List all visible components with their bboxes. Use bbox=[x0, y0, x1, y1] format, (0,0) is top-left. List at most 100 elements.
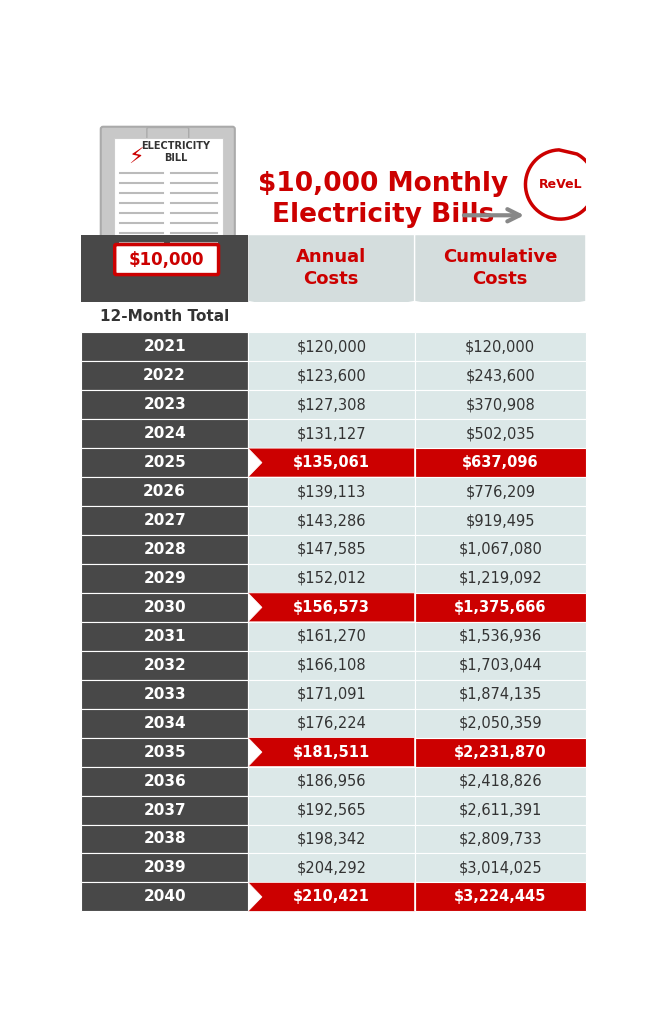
Text: 2022: 2022 bbox=[143, 369, 186, 383]
Text: 2028: 2028 bbox=[143, 542, 186, 557]
FancyBboxPatch shape bbox=[147, 128, 189, 144]
Polygon shape bbox=[415, 234, 586, 316]
Text: $120,000: $120,000 bbox=[296, 339, 367, 354]
Bar bbox=[81, 390, 248, 419]
Bar bbox=[415, 883, 586, 911]
Text: $123,600: $123,600 bbox=[296, 369, 366, 383]
Bar bbox=[248, 796, 415, 824]
Text: $198,342: $198,342 bbox=[297, 831, 366, 847]
Text: $3,014,025: $3,014,025 bbox=[458, 860, 542, 876]
FancyBboxPatch shape bbox=[115, 245, 219, 274]
Bar bbox=[248, 535, 415, 564]
Bar bbox=[81, 419, 248, 449]
Bar bbox=[81, 767, 248, 796]
Bar bbox=[81, 680, 248, 709]
Text: $2,418,826: $2,418,826 bbox=[458, 773, 542, 788]
Bar bbox=[81, 709, 248, 737]
Text: $243,600: $243,600 bbox=[465, 369, 535, 383]
Bar bbox=[81, 796, 248, 824]
Text: $370,908: $370,908 bbox=[465, 397, 535, 413]
Text: 2029: 2029 bbox=[143, 571, 186, 586]
Text: $120,000: $120,000 bbox=[465, 339, 535, 354]
Text: $210,421: $210,421 bbox=[293, 890, 370, 904]
Text: Cumulative
Costs: Cumulative Costs bbox=[443, 248, 557, 288]
Text: $2,611,391: $2,611,391 bbox=[458, 803, 542, 817]
Text: $181,511: $181,511 bbox=[293, 744, 370, 760]
Text: 2036: 2036 bbox=[143, 773, 186, 788]
Text: $1,536,936: $1,536,936 bbox=[459, 629, 542, 644]
Text: $131,127: $131,127 bbox=[296, 426, 366, 441]
Bar bbox=[415, 361, 586, 390]
Bar bbox=[81, 234, 248, 301]
Text: 2033: 2033 bbox=[143, 687, 186, 701]
Text: 2035: 2035 bbox=[143, 744, 186, 760]
Text: 2030: 2030 bbox=[143, 600, 186, 614]
Text: $156,573: $156,573 bbox=[293, 600, 370, 614]
Text: 2032: 2032 bbox=[143, 657, 186, 673]
Bar bbox=[81, 477, 248, 506]
Bar bbox=[415, 390, 586, 419]
Bar bbox=[415, 535, 586, 564]
Text: $171,091: $171,091 bbox=[296, 687, 366, 701]
Bar bbox=[81, 361, 248, 390]
Text: ⚡: ⚡ bbox=[128, 147, 143, 168]
Text: $3,224,445: $3,224,445 bbox=[454, 890, 546, 904]
Text: $127,308: $127,308 bbox=[296, 397, 366, 413]
Text: 2023: 2023 bbox=[143, 397, 186, 413]
Bar bbox=[248, 622, 415, 651]
Bar bbox=[415, 796, 586, 824]
Text: 2038: 2038 bbox=[143, 831, 186, 847]
Text: 12-Month Total: 12-Month Total bbox=[100, 309, 229, 325]
Text: $152,012: $152,012 bbox=[296, 571, 367, 586]
Bar bbox=[81, 737, 248, 767]
Bar bbox=[248, 419, 415, 449]
Bar bbox=[81, 853, 248, 883]
Bar bbox=[415, 593, 586, 622]
Bar bbox=[415, 680, 586, 709]
Bar bbox=[248, 651, 415, 680]
Bar bbox=[415, 709, 586, 737]
Bar bbox=[248, 824, 415, 853]
Text: ELECTRICITY
BILL: ELECTRICITY BILL bbox=[141, 141, 210, 163]
Bar bbox=[81, 564, 248, 593]
Bar bbox=[415, 622, 586, 651]
Bar bbox=[415, 767, 586, 796]
Polygon shape bbox=[248, 737, 415, 767]
Text: $176,224: $176,224 bbox=[296, 716, 367, 731]
Text: $776,209: $776,209 bbox=[465, 484, 535, 499]
Bar bbox=[248, 333, 415, 361]
Text: 2039: 2039 bbox=[143, 860, 186, 876]
Bar bbox=[81, 535, 248, 564]
Bar bbox=[415, 853, 586, 883]
Text: $637,096: $637,096 bbox=[462, 455, 538, 470]
Bar bbox=[248, 506, 415, 535]
Text: $919,495: $919,495 bbox=[465, 513, 535, 528]
Bar bbox=[248, 361, 415, 390]
Polygon shape bbox=[248, 234, 415, 316]
Text: $186,956: $186,956 bbox=[297, 773, 366, 788]
Bar bbox=[248, 767, 415, 796]
Bar bbox=[81, 651, 248, 680]
Text: 2040: 2040 bbox=[143, 890, 186, 904]
Text: 2027: 2027 bbox=[143, 513, 186, 528]
Bar bbox=[415, 419, 586, 449]
Text: $2,809,733: $2,809,733 bbox=[458, 831, 542, 847]
Text: 2031: 2031 bbox=[143, 629, 186, 644]
Bar bbox=[415, 824, 586, 853]
Text: $2,050,359: $2,050,359 bbox=[458, 716, 542, 731]
Text: $1,219,092: $1,219,092 bbox=[458, 571, 542, 586]
Text: 2034: 2034 bbox=[143, 716, 186, 731]
Text: $135,061: $135,061 bbox=[293, 455, 370, 470]
Text: $1,375,666: $1,375,666 bbox=[454, 600, 546, 614]
Bar bbox=[81, 301, 586, 333]
Bar bbox=[248, 564, 415, 593]
Bar bbox=[415, 506, 586, 535]
Bar bbox=[248, 477, 415, 506]
Text: $1,703,044: $1,703,044 bbox=[458, 657, 542, 673]
Text: $1,874,135: $1,874,135 bbox=[458, 687, 542, 701]
Bar bbox=[248, 853, 415, 883]
Text: $143,286: $143,286 bbox=[297, 513, 366, 528]
Bar bbox=[248, 680, 415, 709]
Text: 2025: 2025 bbox=[143, 455, 186, 470]
Bar bbox=[248, 390, 415, 419]
